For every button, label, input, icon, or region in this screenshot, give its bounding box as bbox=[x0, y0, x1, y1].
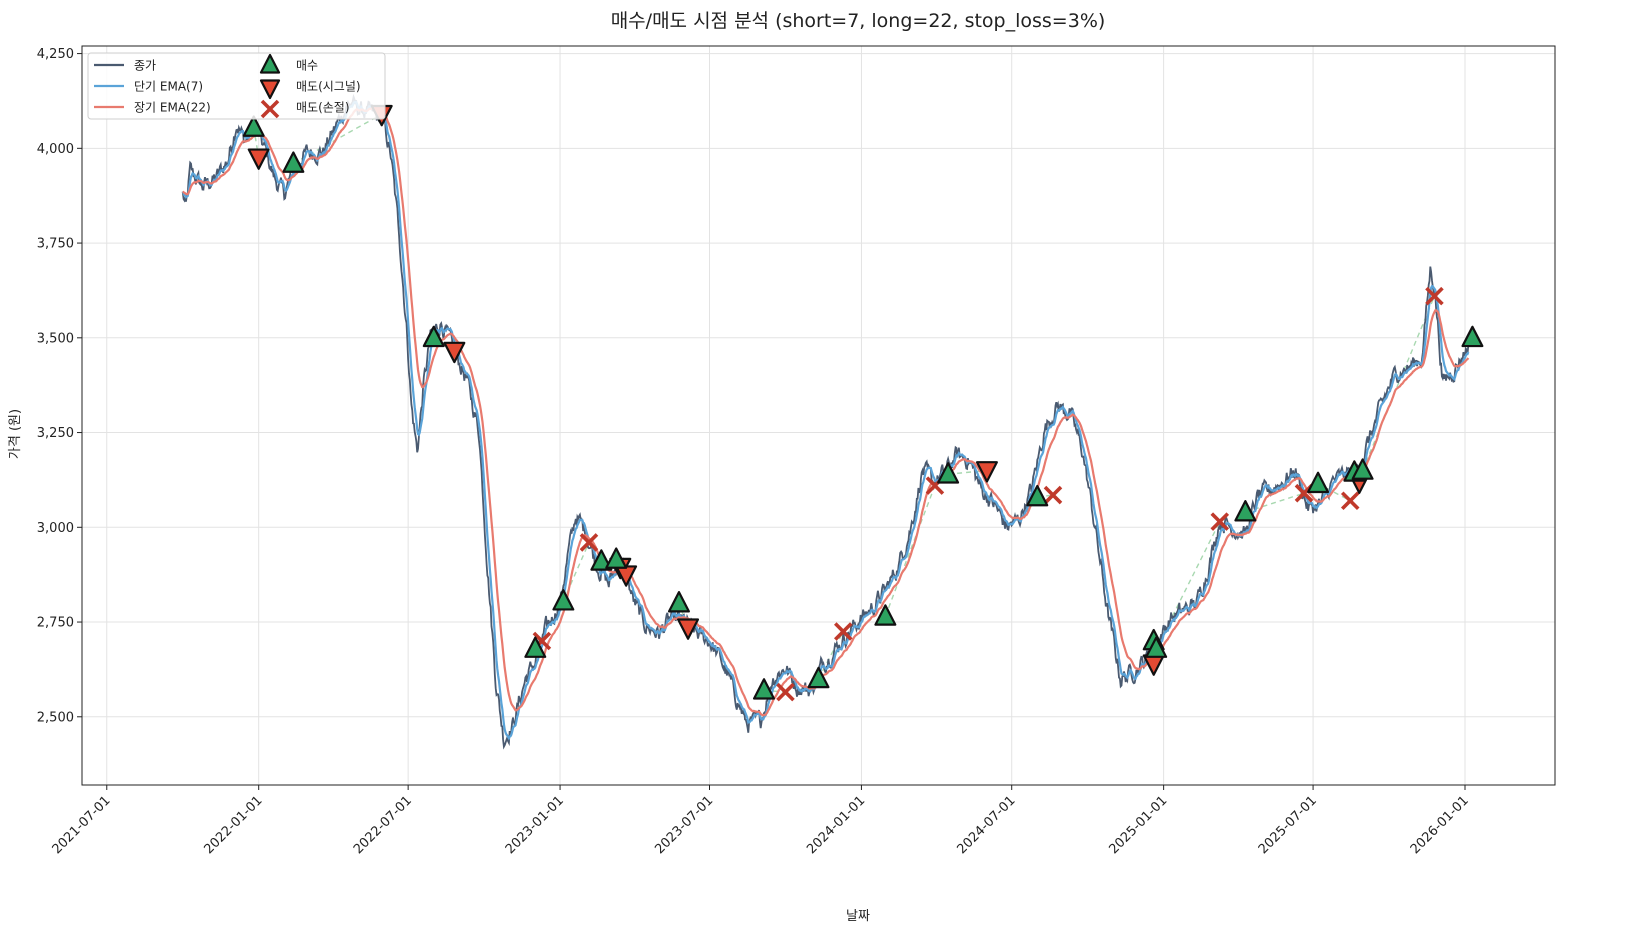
y-tick-label: 3,250 bbox=[37, 426, 74, 441]
legend-label: 단기 EMA(7) bbox=[134, 80, 203, 94]
x-tick-label: 2023-07-01 bbox=[652, 793, 716, 857]
stop-loss-stroke bbox=[1043, 485, 1063, 505]
trade-link bbox=[1361, 295, 1436, 471]
trade-link bbox=[293, 113, 383, 165]
stop-loss-stroke bbox=[1425, 286, 1444, 306]
x-tick-label: 2023-01-01 bbox=[503, 793, 567, 857]
grid bbox=[82, 46, 1555, 785]
x-tick-label: 2022-07-01 bbox=[351, 793, 415, 857]
buy-signal-marker bbox=[605, 547, 628, 569]
buy-signal-marker bbox=[242, 115, 265, 137]
y-tick-label: 3,750 bbox=[37, 237, 74, 252]
sell-signal-marker bbox=[677, 618, 700, 640]
y-tick-label: 3,500 bbox=[37, 331, 74, 346]
legend-label: 매도(시그널) bbox=[296, 80, 361, 94]
legend-label: 매도(손절) bbox=[296, 101, 350, 115]
buy-signal-marker bbox=[552, 589, 575, 611]
trade-link bbox=[948, 469, 988, 475]
x-tick-label: 2021-07-01 bbox=[50, 793, 114, 857]
legend-box bbox=[87, 52, 386, 120]
sell-signal-marker bbox=[443, 341, 466, 364]
stop-loss-stroke bbox=[260, 99, 280, 119]
legend-label: 매수 bbox=[296, 59, 318, 73]
stop-loss-stroke bbox=[1210, 512, 1230, 531]
buy-signal-marker bbox=[807, 666, 830, 689]
y-tick-label: 4,000 bbox=[37, 142, 74, 157]
stop-loss-sell-marker bbox=[776, 682, 795, 702]
stop-loss-sell-marker bbox=[1210, 512, 1230, 531]
stop-loss-stroke bbox=[1340, 491, 1360, 511]
stop-loss-sell-marker bbox=[579, 533, 599, 552]
stop-loss-stroke bbox=[776, 682, 795, 702]
legend-buy-icon bbox=[259, 53, 281, 74]
x-tick-label: 2025-07-01 bbox=[1256, 793, 1320, 857]
buy-signal-marker bbox=[1145, 636, 1168, 658]
x-tick-label: 2026-01-01 bbox=[1408, 793, 1472, 857]
y-axis-label: 가격 (원) bbox=[8, 409, 23, 459]
legend-sell-icon bbox=[259, 79, 281, 100]
y-tick-label: 2,750 bbox=[37, 616, 74, 631]
buy-signal-marker bbox=[1351, 458, 1374, 480]
buy-signal-marker bbox=[937, 462, 960, 484]
x-tick-label: 2024-01-01 bbox=[804, 793, 868, 857]
buy-signal-marker bbox=[422, 325, 445, 348]
stop-loss-sell-marker bbox=[833, 622, 853, 641]
stop-loss-sell-marker bbox=[1425, 286, 1444, 306]
legend-symbol-buy bbox=[259, 53, 281, 74]
legend-label: 종가 bbox=[134, 59, 156, 73]
plot-area bbox=[81, 45, 1556, 786]
x-axis-label: 날짜 bbox=[846, 909, 870, 924]
plot-border bbox=[81, 45, 1556, 786]
stop-loss-stroke bbox=[833, 622, 853, 641]
buy-signal-marker bbox=[524, 636, 547, 658]
x-axis: 2021-07-01 2022-01-01 2022-07-01 2023-01-01… bbox=[50, 785, 1472, 857]
plot-frame bbox=[81, 45, 1556, 786]
buy-signal-marker bbox=[1307, 471, 1330, 494]
x-tick-label: 2022-01-01 bbox=[201, 793, 265, 857]
legend-label: 장기 EMA(22) bbox=[134, 101, 211, 115]
legend-stop-loss-icon bbox=[260, 99, 280, 119]
buy-signal-marker bbox=[282, 151, 305, 173]
legend-symbol-sell_signal bbox=[259, 79, 281, 100]
y-axis: 2,500 2,750 3,000 3,250 3,500 3,750 4,000 4,250 bbox=[37, 47, 82, 725]
y-tick-label: 3,000 bbox=[37, 521, 74, 536]
sell-signal-marker bbox=[247, 148, 270, 170]
x-tick-label: 2025-01-01 bbox=[1106, 793, 1170, 857]
legend-symbol-sell_stop bbox=[260, 99, 280, 119]
stop-loss-sell-marker bbox=[1043, 485, 1063, 505]
y-tick-label: 4,250 bbox=[37, 47, 74, 62]
sell-signal-marker bbox=[975, 461, 998, 483]
buy-signal-marker bbox=[1026, 484, 1049, 507]
buy-signal-marker bbox=[874, 604, 897, 626]
close-price-line bbox=[181, 93, 1470, 750]
ema-short-line bbox=[181, 100, 1470, 741]
ema-long-line bbox=[182, 107, 1470, 717]
buy-signal-marker bbox=[590, 549, 613, 571]
series-lines bbox=[181, 93, 1470, 750]
x-tick-label: 2024-07-01 bbox=[954, 793, 1018, 857]
trade-markers bbox=[242, 104, 1484, 702]
stop-loss-sell-marker bbox=[1340, 491, 1360, 511]
trade-link bbox=[1155, 521, 1221, 649]
chart-title: 매수/매도 시점 분석 (short=7, long=22, stop_loss… bbox=[611, 10, 1106, 32]
buy-signal-marker bbox=[667, 590, 690, 613]
stop-loss-stroke bbox=[579, 533, 599, 552]
buy-signal-marker bbox=[753, 678, 776, 700]
y-tick-label: 2,500 bbox=[37, 710, 74, 725]
buy-signal-marker bbox=[1234, 500, 1257, 522]
buy-signal-marker bbox=[1461, 325, 1484, 348]
